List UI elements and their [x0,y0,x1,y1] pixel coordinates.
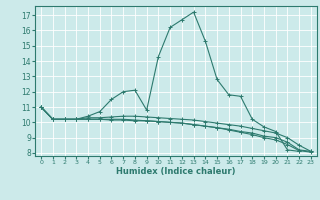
X-axis label: Humidex (Indice chaleur): Humidex (Indice chaleur) [116,167,236,176]
